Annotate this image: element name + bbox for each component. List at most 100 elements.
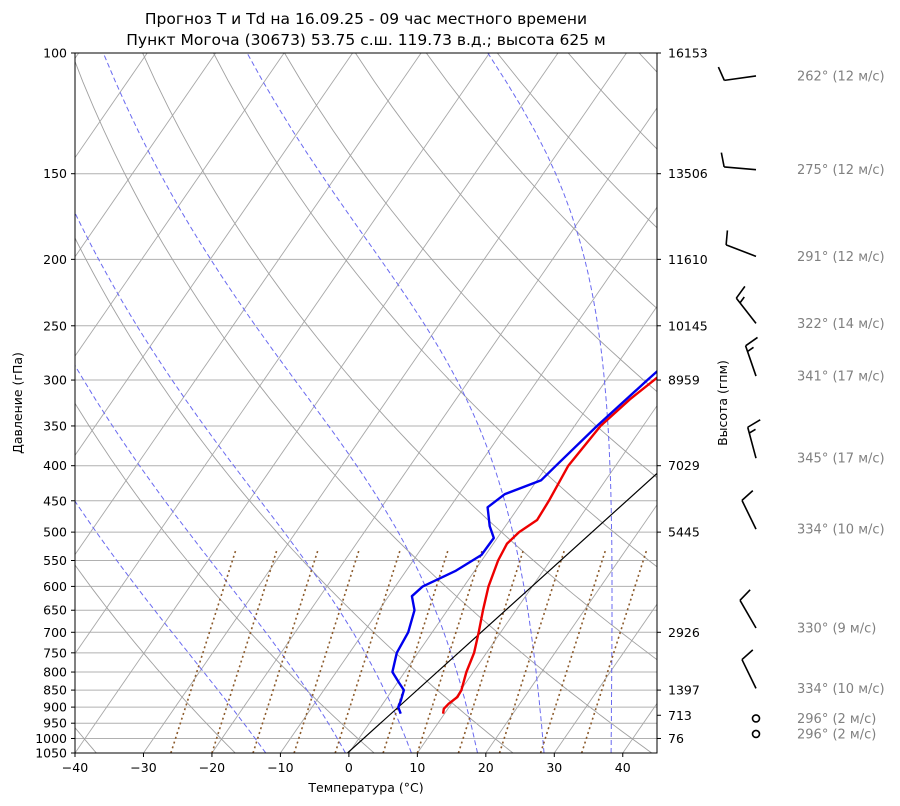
dry-adiabat — [75, 564, 236, 753]
y-axis-label: Давление (гПа) — [10, 352, 25, 454]
wind-label: 275° (12 м/с) — [797, 163, 885, 178]
height-tick-label: 8959 — [668, 373, 700, 388]
y-tick-label: 250 — [43, 318, 67, 333]
plot-frame — [74, 52, 658, 754]
isotherm — [348, 305, 657, 753]
barb-flag — [747, 419, 761, 428]
wind-label: 322° (14 м/с) — [797, 317, 885, 332]
dry-adiabat — [638, 53, 657, 73]
height-tick-label: 1397 — [668, 683, 700, 698]
moist-adiabat — [246, 53, 545, 753]
barb-flag — [741, 649, 754, 661]
wind-barb: 291° (12 м/с) — [725, 230, 885, 265]
barb-flag — [735, 285, 746, 299]
y-tick-label: 950 — [43, 716, 67, 731]
calm-circle — [751, 714, 761, 723]
isotherm — [417, 404, 657, 753]
moist-adiabat — [75, 211, 412, 753]
y-tick-label: 900 — [43, 700, 67, 715]
moist-adiabat — [102, 53, 478, 753]
chart-subtitle: Пункт Могоча (30673) 53.75 с.ш. 119.73 в… — [126, 31, 606, 49]
moist-adiabat — [75, 364, 346, 753]
barb-flag — [725, 230, 729, 245]
mixing-ratio-line — [211, 549, 278, 753]
wind-label: 296° (2 м/с) — [797, 712, 876, 727]
y-tick-label: 550 — [43, 553, 67, 568]
wind-barb: 330° (9 м/с) — [739, 589, 876, 637]
y-tick-label: 350 — [43, 418, 67, 433]
dewpoint-line — [391, 369, 657, 715]
reference-line — [347, 472, 657, 753]
mixing-ratio-line — [293, 549, 360, 753]
isotherm — [553, 603, 657, 753]
x-axis-label: Температура (°C) — [307, 780, 423, 795]
plot-clip — [75, 53, 657, 753]
y-tick-label: 600 — [43, 579, 67, 594]
y-tick-label: 400 — [43, 458, 67, 473]
height-tick-label: 2926 — [668, 625, 700, 640]
barb-flag — [745, 336, 758, 347]
height-tick-label: 11610 — [668, 252, 708, 267]
wind-label: 262° (12 м/с) — [797, 69, 885, 84]
y-tick-label: 450 — [43, 493, 67, 508]
wind-label: 334° (10 м/с) — [797, 523, 885, 538]
chart-title: Прогноз T и Td на 16.09.25 - 09 час мест… — [145, 10, 587, 28]
x-tick-label: 30 — [546, 760, 562, 775]
barb-staff — [741, 659, 757, 689]
isotherm — [280, 206, 657, 753]
y-tick-label: 650 — [43, 603, 67, 618]
x-tick-label: −20 — [199, 760, 225, 775]
barb-staff — [724, 166, 757, 171]
wind-barb: 296° (2 м/с) — [751, 712, 876, 727]
y-tick-label: 300 — [43, 373, 67, 388]
mixing-ratio-line — [498, 549, 566, 753]
dry-adiabat — [213, 53, 657, 568]
y-tick-label: 100 — [43, 46, 67, 61]
height-tick-label: 16153 — [668, 46, 708, 61]
x-tick-label: 10 — [409, 760, 425, 775]
y-tick-label: 500 — [43, 525, 67, 540]
moist-adiabat — [75, 500, 267, 753]
wind-barb: 275° (12 м/с) — [720, 152, 885, 178]
y-tick-label: 800 — [43, 665, 67, 680]
x-tick-label: 20 — [478, 760, 494, 775]
dry-adiabat — [425, 53, 657, 310]
isotherm — [211, 107, 657, 753]
moist-adiabat — [487, 53, 613, 753]
y2-axis-label: Высота (гпм) — [715, 360, 730, 446]
y-tick-label: 1050 — [35, 746, 67, 761]
isotherm — [485, 504, 657, 753]
barb-flag — [717, 66, 726, 81]
height-tick-label: 76 — [668, 731, 684, 746]
barb-half-flag — [739, 296, 745, 304]
height-tick-label: 713 — [668, 708, 692, 723]
y-tick-label: 850 — [43, 683, 67, 698]
barb-flag — [741, 490, 754, 501]
mixing-ratio-line — [457, 549, 525, 753]
dry-adiabat — [142, 53, 657, 661]
isotherm — [75, 53, 422, 556]
mixing-ratio-line — [334, 549, 402, 753]
y-tick-label: 700 — [43, 625, 67, 640]
height-tick-label: 7029 — [668, 458, 700, 473]
x-tick-label: −10 — [267, 760, 293, 775]
barb-staff — [744, 345, 757, 377]
wind-barb: 334° (10 м/с) — [741, 490, 885, 538]
wind-label: 334° (10 м/с) — [797, 682, 885, 697]
dry-adiabat — [75, 60, 653, 753]
isotherm — [75, 53, 285, 357]
x-tick-label: −40 — [62, 760, 88, 775]
mixing-ratio-line — [416, 549, 484, 753]
isotherm — [75, 53, 353, 457]
y-tick-label: 750 — [43, 645, 67, 660]
dry-adiabat — [355, 53, 657, 393]
wind-barb: 296° (2 м/с) — [751, 727, 876, 742]
wind-barb: 262° (12 м/с) — [717, 66, 885, 84]
plot-area — [74, 52, 658, 754]
barb-staff — [741, 500, 757, 530]
isotherm — [75, 53, 490, 655]
barb-flag — [720, 152, 725, 168]
mixing-ratio-line — [382, 549, 449, 753]
barb-half-flag — [747, 346, 754, 353]
